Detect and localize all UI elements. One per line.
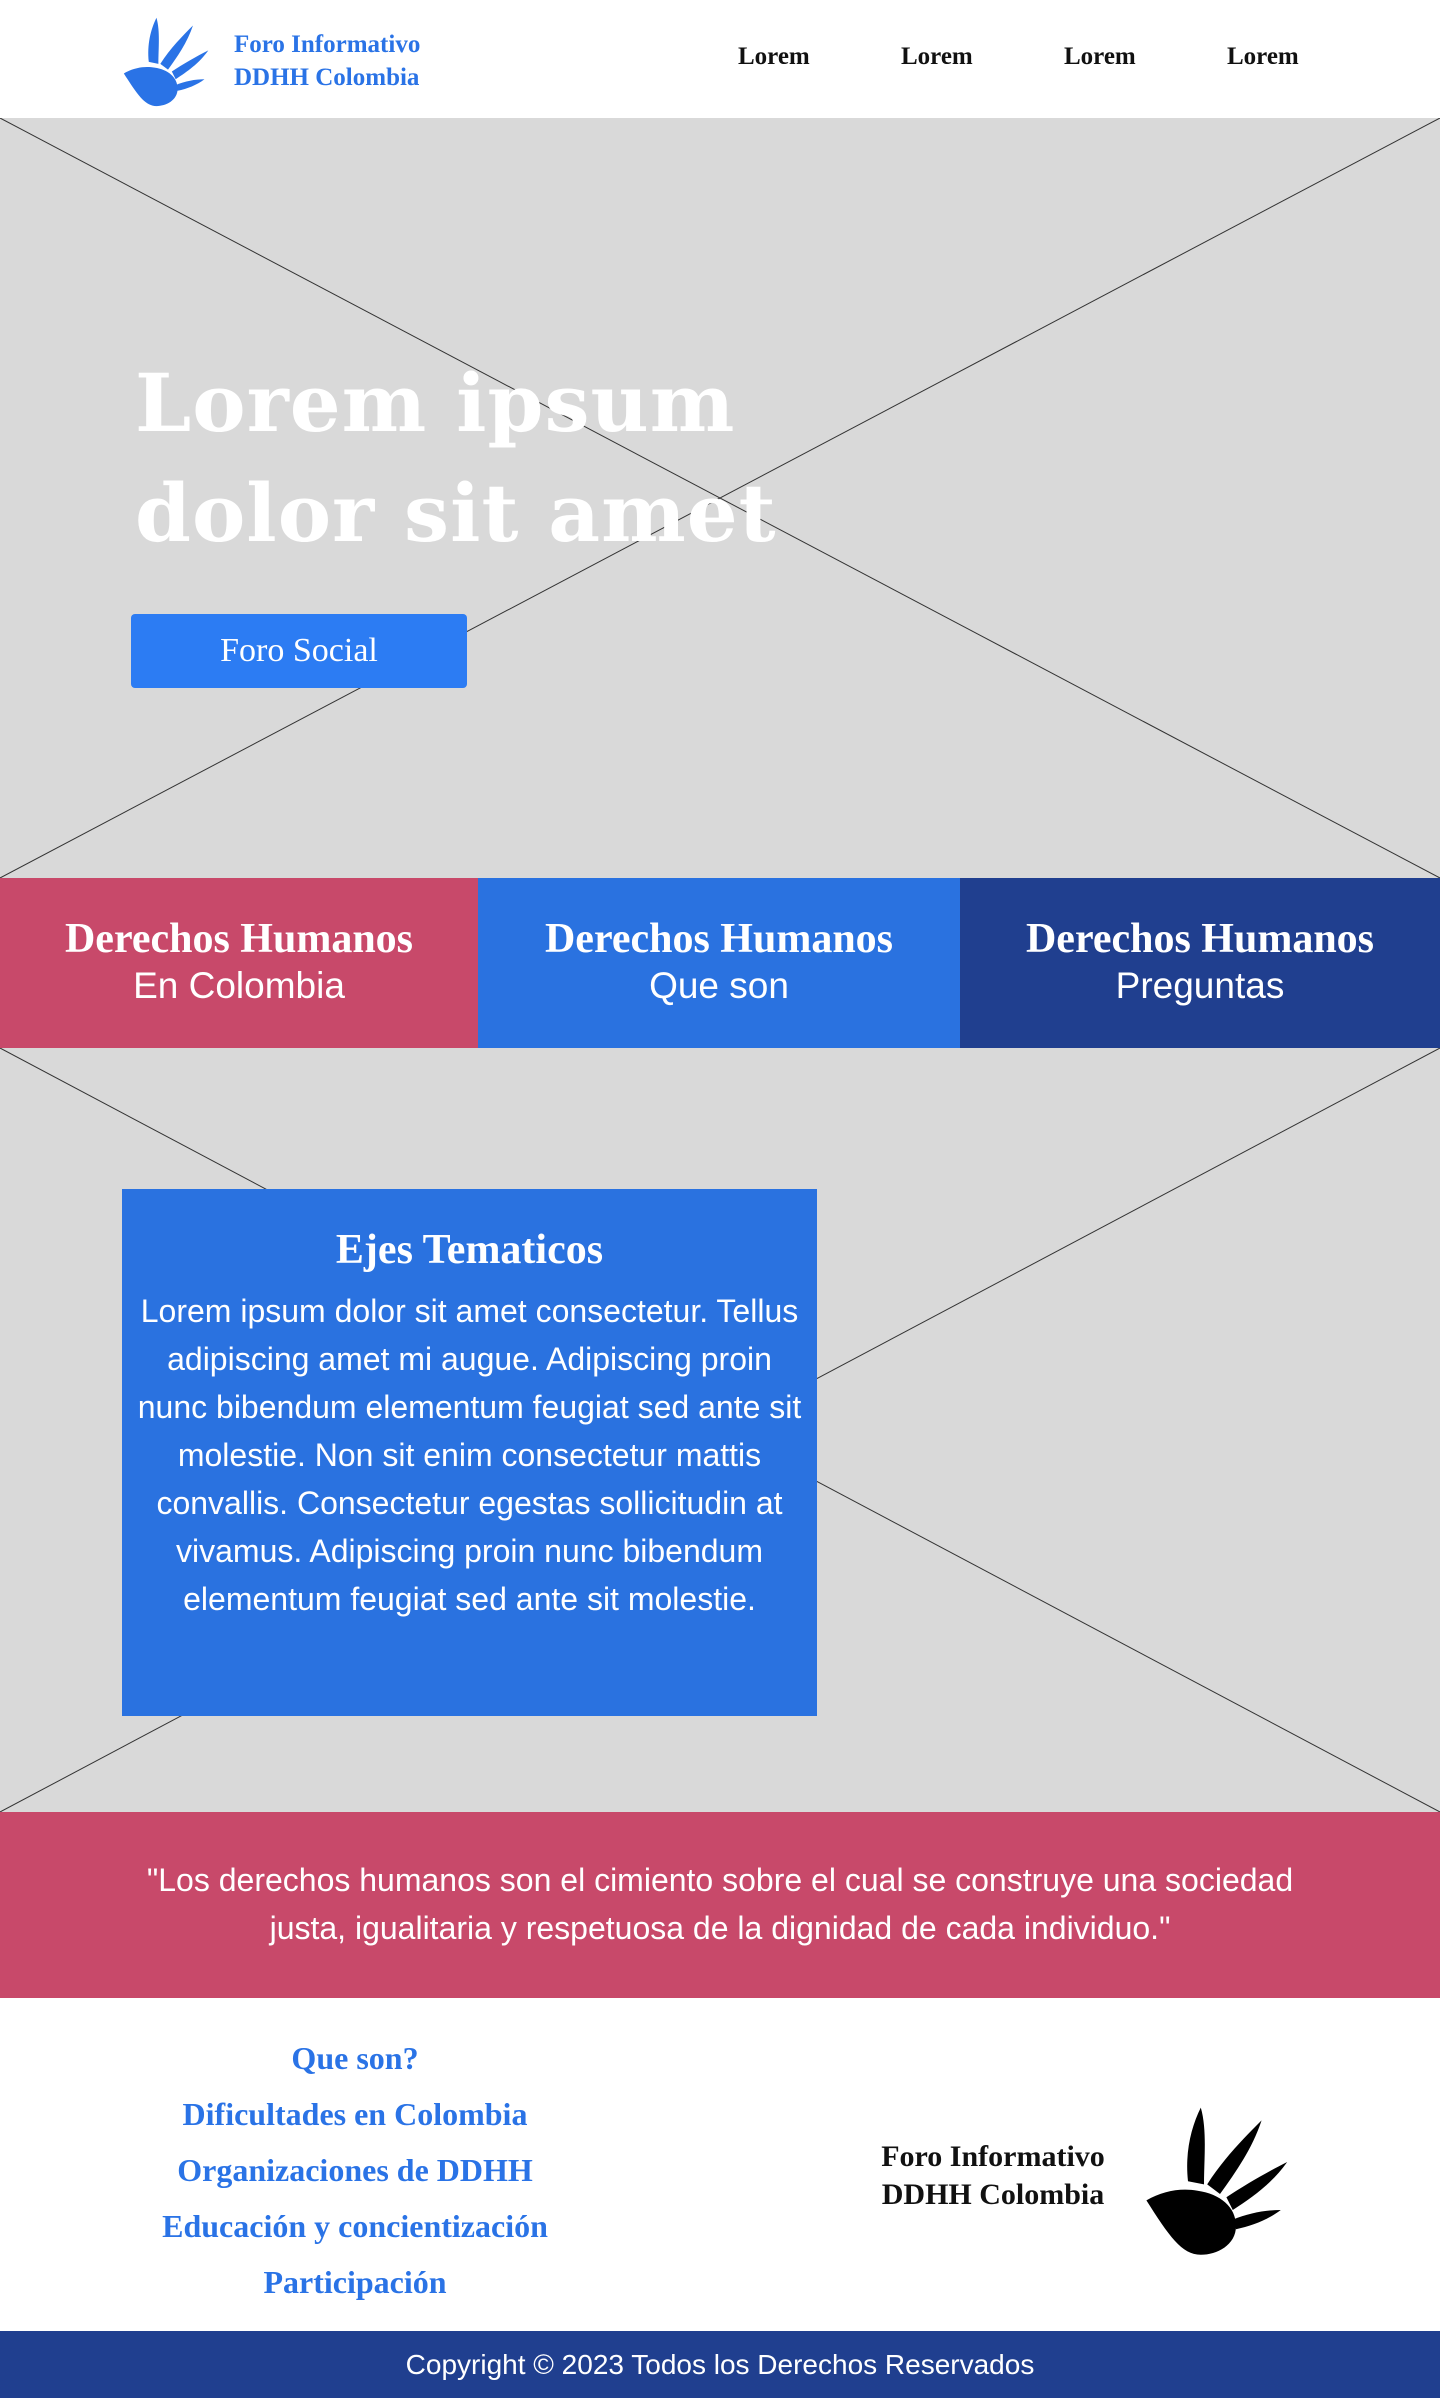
footer-link-participacion[interactable]: Participación [263, 2264, 447, 2300]
hero-title: Lorem ipsum dolor sit amet [135, 356, 777, 560]
footer-link-dificultades[interactable]: Dificultades en Colombia [182, 2096, 528, 2132]
card-en-colombia[interactable]: Derechos Humanos En Colombia [0, 878, 478, 1048]
nav-link-4[interactable]: Lorem [1227, 43, 1299, 70]
card-title: Derechos Humanos [1025, 916, 1375, 962]
quote-banner: "Los derechos humanos son el cimiento so… [0, 1812, 1440, 1998]
footer-brand: Foro Informativo DDHH Colombia [850, 2138, 1136, 2214]
ejes-section: Ejes Tematicos Lorem ipsum dolor sit ame… [0, 1048, 1440, 1812]
brand-line-1: Foro Informativo [234, 31, 421, 58]
hand-dove-icon [1146, 2107, 1288, 2255]
brand-name[interactable]: Foro Informativo DDHH Colombia [234, 28, 420, 94]
footer-brand-line-2: DDHH Colombia [881, 2178, 1105, 2211]
card-title: Derechos Humanos [544, 916, 894, 962]
image-placeholder [0, 118, 1440, 878]
copyright-bar: Copyright © 2023 Todos los Derechos Rese… [0, 2331, 1440, 2398]
card-subtitle: Preguntas [1115, 965, 1285, 1006]
footer-link-que-son[interactable]: Que son? [291, 2040, 419, 2076]
ejes-title: Ejes Tematicos [335, 1227, 604, 1273]
nav-link-3[interactable]: Lorem [1064, 43, 1136, 70]
footer-links: Que son? Dificultades en Colombia Organi… [100, 2030, 610, 2310]
footer-link-educacion[interactable]: Educación y concientización [162, 2208, 548, 2244]
ejes-body: Lorem ipsum dolor sit amet consectetur. … [137, 1293, 802, 1617]
card-subtitle: En Colombia [133, 965, 345, 1006]
card-title: Derechos Humanos [64, 916, 414, 962]
footer-brand-line-1: Foro Informativo [881, 2140, 1105, 2173]
nav-link-1[interactable]: Lorem [738, 43, 810, 70]
card-subtitle: Que son [649, 965, 789, 1006]
ejes-tematicos-box: Ejes Tematicos Lorem ipsum dolor sit ame… [122, 1189, 817, 1716]
quote-text: "Los derechos humanos son el cimiento so… [146, 1862, 1294, 1946]
card-que-son[interactable]: Derechos Humanos Que son [478, 878, 960, 1048]
hero-banner: Lorem ipsum dolor sit amet Foro Social [0, 118, 1440, 878]
brand-line-2: DDHH Colombia [234, 64, 420, 91]
card-preguntas[interactable]: Derechos Humanos Preguntas [960, 878, 1440, 1048]
foro-social-button[interactable]: Foro Social [131, 614, 467, 688]
hand-dove-icon[interactable] [120, 12, 216, 108]
site-footer: Que son? Dificultades en Colombia Organi… [0, 1998, 1440, 2331]
site-header: Foro Informativo DDHH Colombia Lorem Lor… [0, 0, 1440, 118]
footer-link-organizaciones[interactable]: Organizaciones de DDHH [177, 2152, 533, 2188]
nav-link-2[interactable]: Lorem [901, 43, 973, 70]
